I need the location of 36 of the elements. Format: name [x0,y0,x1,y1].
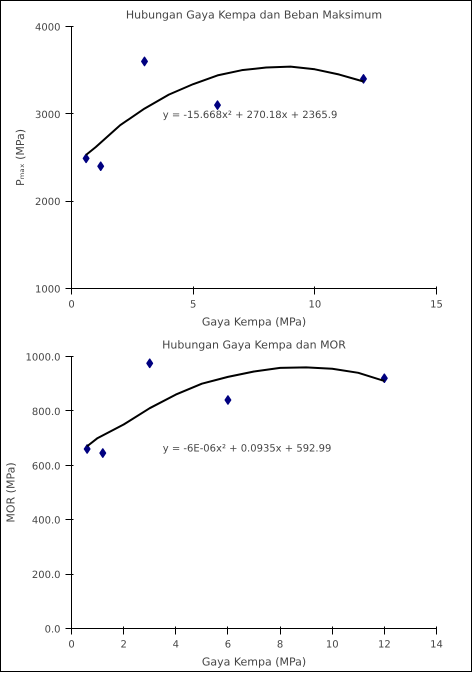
x-tick-label: 4 [172,640,179,650]
x-axis-title: Gaya Kempa (MPa) [202,656,306,668]
x-tick-label: 0 [68,640,75,650]
x-tick-label: 12 [378,640,391,650]
x-tick-label: 2 [120,640,127,650]
point [82,153,90,164]
x-tick-label: 14 [430,640,443,650]
y-tick-label: 800.0 [32,406,61,418]
y-tick-label: 4000 [35,22,61,34]
point [146,358,154,368]
x-tick-label: 5 [190,300,196,310]
point [99,448,106,458]
x-tick-label: 8 [276,640,284,650]
y-tick-label: 1000.0 [26,352,61,364]
y-tick-label: 0.0 [44,624,61,636]
point [84,444,91,454]
y-tick-label: 200.0 [32,570,61,582]
x-tick-label: 15 [430,300,443,310]
y-axis-title: Pₘₐₓ (MPa) [14,128,28,186]
y-tick-label: 3000 [35,110,61,121]
annotation: y = -15.668x² + 270.18x + 2365.9 [162,110,338,121]
x-tick-label: 10 [326,640,339,650]
x-tick-label: 6 [224,640,232,650]
point [97,161,104,172]
point [224,395,232,406]
y-axis-title: MOR (MPa) [4,462,18,523]
y-tick-label: 600.0 [32,461,61,472]
y-tick-label: 400.0 [32,516,61,527]
y-tick-label: 1000 [35,284,61,296]
x-tick-label: 10 [308,300,322,310]
y-tick-label: 2000 [35,197,61,208]
annotation: y = -6E-06x² + 0.0935x + 592.99 [162,443,332,454]
x-tick-label: 0 [68,300,75,310]
chart-title: Hubungan Gaya Kempa dan MOR [162,338,346,352]
chart-title: Hubungan Gaya Kempa dan Beban Maksimum [126,8,382,22]
x-axis-title: Gaya Kempa (MPa) [202,316,306,328]
